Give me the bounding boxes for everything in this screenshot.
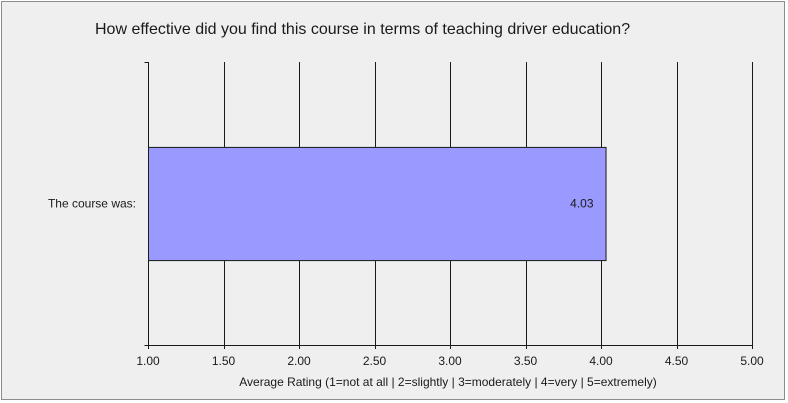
x-tick-label: 2.50 (363, 354, 387, 368)
category-labels: The course was: (48, 197, 136, 211)
x-axis-label: Average Rating (1=not at all | 2=slightl… (239, 375, 656, 389)
x-tick-label: 1.00 (136, 354, 160, 368)
bar-data-label: 4.03 (570, 197, 594, 211)
x-tick-label: 2.00 (287, 354, 311, 368)
x-tick-label: 3.50 (514, 354, 538, 368)
x-tick-label: 1.50 (212, 354, 236, 368)
chart-title: How effective did you find this course i… (95, 21, 630, 38)
x-tick-labels: 1.00 1.50 2.00 2.50 3.00 3.50 4.00 4.50 5.00 (136, 354, 764, 368)
x-tick-label: 4.00 (589, 354, 613, 368)
bar (148, 146, 607, 262)
x-tick-label: 5.00 (740, 354, 764, 368)
x-tick-label: 3.00 (438, 354, 462, 368)
bars: 4.03 (148, 146, 607, 262)
category-label: The course was: (48, 197, 136, 211)
x-tick-label: 4.50 (665, 354, 689, 368)
